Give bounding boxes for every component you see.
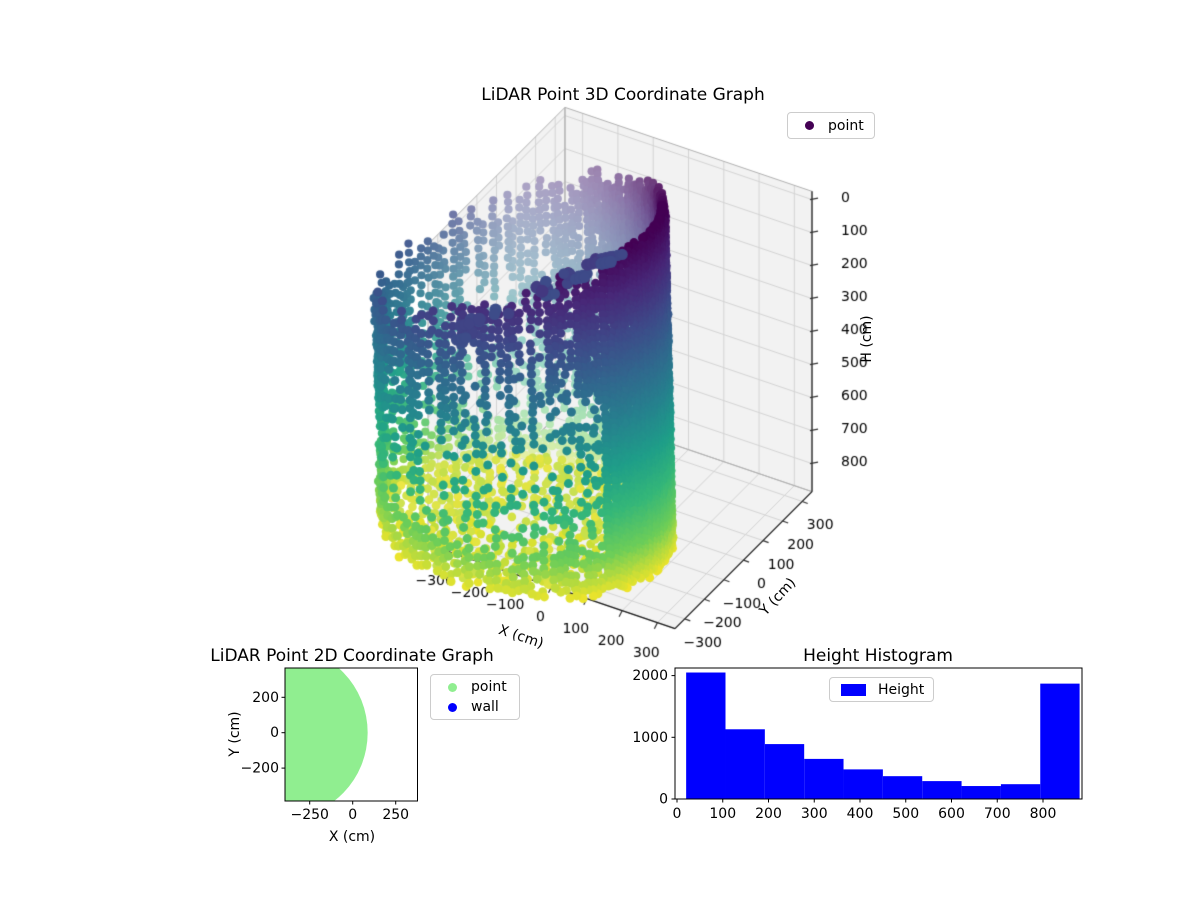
legend-entry-point: point — [431, 677, 519, 697]
histogram-frame — [674, 667, 1083, 800]
plot2d-title: LiDAR Point 2D Coordinate Graph — [210, 646, 494, 666]
histogram-legend: Height — [829, 677, 934, 702]
histogram-bar — [882, 776, 923, 799]
tick-label: 800 — [1030, 806, 1057, 822]
tick-label: 200 — [755, 806, 782, 822]
tick-label: 250 — [382, 807, 409, 823]
plot2d-legend: point wall — [430, 674, 520, 720]
tick-label: 100 — [709, 806, 736, 822]
tick-label: 300 — [801, 806, 828, 822]
plot3d-legend: point — [787, 112, 875, 139]
point-region — [285, 668, 368, 801]
tick-label: −250 — [290, 807, 328, 823]
tick-label: 400 — [847, 806, 874, 822]
legend-entry-label: Height — [878, 681, 925, 698]
histogram-bar — [961, 786, 1001, 799]
histogram-bar — [1040, 683, 1080, 799]
histogram-bar — [686, 672, 726, 799]
point-marker-icon — [805, 121, 814, 130]
legend-entry-label: point — [828, 117, 864, 134]
legend-entry-wall: wall — [431, 697, 519, 717]
point-marker-icon — [448, 682, 457, 692]
histogram-bar — [843, 769, 883, 799]
histogram-bar — [922, 781, 962, 799]
tick-label: 0 — [270, 725, 279, 741]
wall-marker-icon — [448, 702, 457, 712]
histogram-title: Height Histogram — [803, 646, 953, 666]
histogram-bar — [804, 758, 844, 799]
tick-label: 0 — [673, 806, 682, 822]
legend-entry-point: point — [788, 116, 874, 136]
height-bar-swatch-icon — [841, 683, 866, 696]
legend-entry-label: point — [471, 679, 507, 695]
tick-label: 1000 — [632, 730, 668, 746]
histogram-bar — [764, 744, 805, 799]
plot2d-frame — [284, 667, 418, 802]
plot3d-title: LiDAR Point 3D Coordinate Graph — [481, 85, 765, 105]
tick-label: 2000 — [632, 668, 668, 684]
tick-label: 0 — [348, 807, 357, 823]
tick-label: −200 — [241, 761, 279, 777]
histogram-bar — [1000, 784, 1041, 799]
tick-label: 600 — [938, 806, 965, 822]
plot2d-yaxis-label: Y (cm) — [227, 711, 243, 757]
legend-entry-label: wall — [471, 699, 499, 715]
histogram-bar — [725, 729, 765, 799]
legend-entry-height: Height — [830, 680, 933, 699]
tick-label: 500 — [892, 806, 919, 822]
tick-label: 700 — [984, 806, 1011, 822]
tick-label: 0 — [659, 792, 668, 808]
tick-label: 200 — [252, 690, 279, 706]
plot2d-xaxis-label: X (cm) — [328, 829, 376, 845]
plot3d-zaxis-label: H (cm) — [859, 315, 875, 363]
